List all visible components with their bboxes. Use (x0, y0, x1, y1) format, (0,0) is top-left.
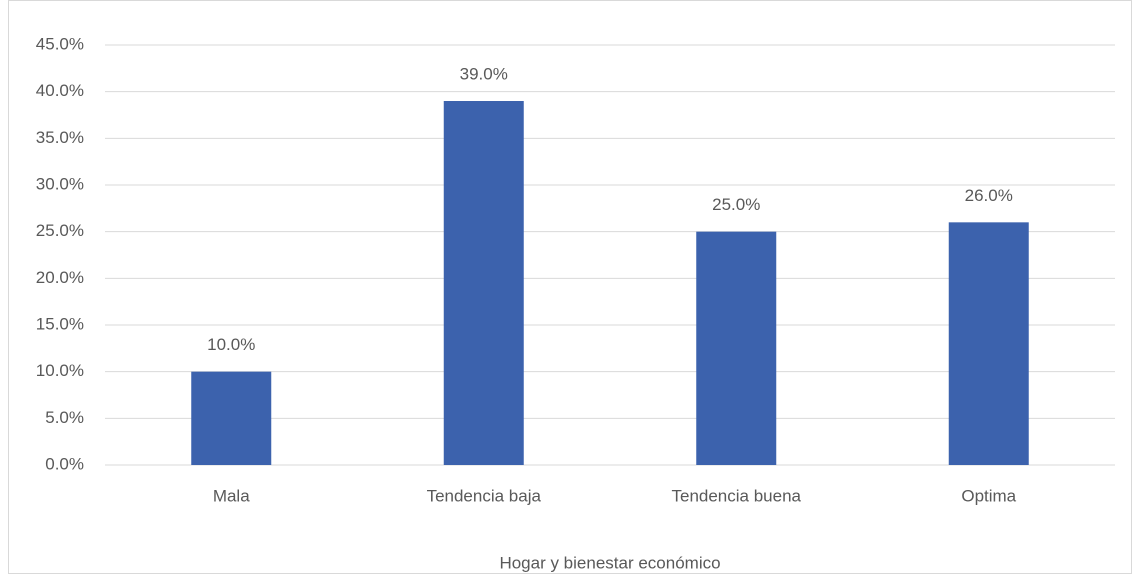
x-tick-label: Tendencia baja (427, 486, 542, 505)
y-tick-label: 10.0% (36, 361, 84, 380)
x-tick-label: Mala (213, 486, 250, 505)
data-label: 25.0% (712, 195, 760, 214)
data-label: 26.0% (965, 186, 1013, 205)
y-tick-label: 15.0% (36, 314, 84, 333)
bar (948, 222, 1029, 465)
x-tick-label: Tendencia buena (671, 486, 801, 505)
y-tick-label: 35.0% (36, 128, 84, 147)
y-tick-label: 20.0% (36, 268, 84, 287)
data-label: 10.0% (207, 335, 255, 354)
data-label: 39.0% (460, 64, 508, 83)
y-tick-label: 30.0% (36, 174, 84, 193)
bar (443, 101, 524, 465)
x-axis-label: Hogar y bienestar económico (499, 553, 720, 572)
chart-border (8, 0, 1132, 574)
y-tick-label: 40.0% (36, 81, 84, 100)
y-tick-label: 0.0% (45, 454, 84, 473)
bar (696, 231, 777, 465)
y-tick-label: 45.0% (36, 34, 84, 53)
y-tick-label: 5.0% (45, 408, 84, 427)
bar (191, 371, 272, 465)
y-tick-label: 25.0% (36, 221, 84, 240)
x-tick-label: Optima (961, 486, 1016, 505)
